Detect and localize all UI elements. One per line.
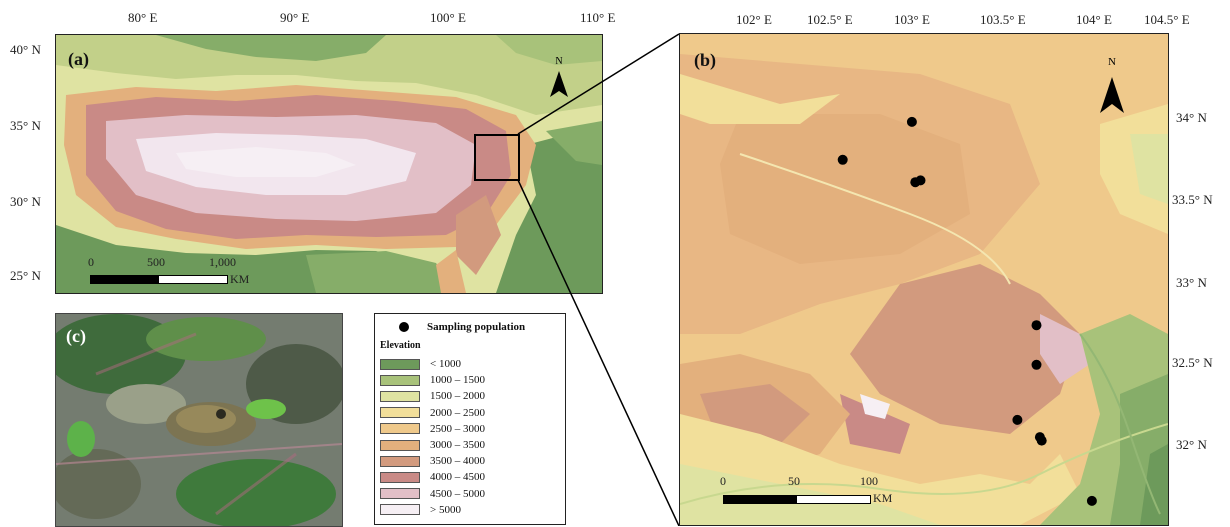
legend-swatch xyxy=(380,488,420,500)
lat-tick-label: 33° N xyxy=(1176,275,1207,290)
lat-tick-label: 30° N xyxy=(10,194,41,209)
legend-row: 3000 – 3500 xyxy=(375,437,565,453)
legend-row: 1500 – 2000 xyxy=(375,388,565,404)
panel-a-label: (a) xyxy=(68,49,89,69)
legend-row: 3500 – 4000 xyxy=(375,453,565,469)
legend-label: 2500 – 3000 xyxy=(430,422,485,435)
north-arrow-label: N xyxy=(1108,56,1116,68)
legend-classes: < 1000 1000 – 1500 1500 – 2000 2000 – 25… xyxy=(375,356,565,518)
legend-swatch xyxy=(380,407,420,419)
legend-row: < 1000 xyxy=(375,356,565,372)
legend-label: 4500 – 5000 xyxy=(430,487,485,500)
legend-row: 1000 – 1500 xyxy=(375,372,565,388)
legend-swatch xyxy=(380,504,420,516)
panel-b-label: (b) xyxy=(694,50,716,70)
lon-tick-label: 100° E xyxy=(430,10,466,25)
north-arrow-icon xyxy=(1100,77,1124,113)
scale-tick-label: 0 xyxy=(720,474,726,488)
sampling-point-icon xyxy=(399,322,409,332)
lon-tick-label: 104° E xyxy=(1076,12,1112,27)
scale-unit-label: KM xyxy=(230,272,250,286)
map-b-frame: N (b) 0 50 100 KM xyxy=(679,33,1169,526)
lat-tick-label: 25° N xyxy=(10,268,41,283)
legend-label: 3500 – 4000 xyxy=(430,455,485,468)
sampling-point-marker xyxy=(1036,435,1047,446)
sampling-point-marker xyxy=(837,154,848,165)
lat-tick-label: 40° N xyxy=(10,42,41,57)
legend-row: 4000 – 4500 xyxy=(375,469,565,485)
scale-bar-b xyxy=(723,495,871,504)
frog-photo-image xyxy=(56,314,342,526)
legend-swatch xyxy=(380,455,420,467)
legend-row: 2500 – 3000 xyxy=(375,421,565,437)
legend-row: > 5000 xyxy=(375,502,565,518)
lon-tick-label: 90° E xyxy=(280,10,310,25)
map-b-terrain: N xyxy=(680,34,1168,525)
legend-swatch xyxy=(380,439,420,451)
north-arrow-icon xyxy=(550,71,568,97)
legend-label: 2000 – 2500 xyxy=(430,406,485,419)
sampling-point-marker xyxy=(1031,320,1042,331)
sampling-point-marker xyxy=(906,116,917,127)
legend-label: 4000 – 4500 xyxy=(430,471,485,484)
legend-row: 4500 – 5000 xyxy=(375,486,565,502)
lat-tick-label: 32.5° N xyxy=(1172,355,1213,370)
lon-tick-label: 102° E xyxy=(736,12,772,27)
lat-tick-label: 34° N xyxy=(1176,110,1207,125)
map-a-frame: N (a) 0 500 1,000 KM xyxy=(55,34,603,294)
legend-row: 2000 – 2500 xyxy=(375,405,565,421)
legend-sampling-label: Sampling population xyxy=(427,321,526,333)
sampling-point-marker xyxy=(1031,359,1042,370)
lon-tick-label: 80° E xyxy=(128,10,158,25)
scale-tick-label: 100 xyxy=(860,474,878,488)
legend-label: 3000 – 3500 xyxy=(430,439,485,452)
scale-tick-label: 50 xyxy=(788,474,800,488)
panel-c-label: (c) xyxy=(66,326,86,346)
legend-label: < 1000 xyxy=(430,358,461,371)
lon-tick-label: 103.5° E xyxy=(980,12,1026,27)
legend-swatch xyxy=(380,390,420,402)
sampling-point-marker xyxy=(1012,414,1023,425)
lat-tick-label: 32° N xyxy=(1176,437,1207,452)
legend-swatch xyxy=(380,358,420,370)
legend-swatch xyxy=(380,423,420,435)
scale-bar-a xyxy=(90,275,228,284)
scale-tick-label: 0 xyxy=(88,255,94,269)
legend-swatch xyxy=(380,374,420,386)
legend-label: 1000 – 1500 xyxy=(430,374,485,387)
lon-tick-label: 102.5° E xyxy=(807,12,853,27)
sampling-point-marker xyxy=(1086,495,1097,506)
legend-sampling-row: Sampling population xyxy=(375,314,565,340)
scale-tick-label: 500 xyxy=(147,255,165,269)
lat-tick-label: 33.5° N xyxy=(1172,192,1213,207)
lon-tick-label: 103° E xyxy=(894,12,930,27)
sampling-point-marker xyxy=(915,175,926,186)
legend-label: 1500 – 2000 xyxy=(430,390,485,403)
scale-unit-label: KM xyxy=(873,491,893,505)
frog-photo: (c) xyxy=(55,313,343,527)
scale-tick-label: 1,000 xyxy=(209,255,236,269)
legend-label: > 5000 xyxy=(430,503,461,516)
legend-elevation-title: Elevation xyxy=(380,340,421,351)
lat-tick-label: 35° N xyxy=(10,118,41,133)
lon-tick-label: 104.5° E xyxy=(1144,12,1190,27)
legend-swatch xyxy=(380,471,420,483)
north-arrow-label: N xyxy=(555,56,562,67)
lon-tick-label: 110° E xyxy=(580,10,616,25)
map-legend: Sampling population Elevation < 1000 100… xyxy=(374,313,566,525)
